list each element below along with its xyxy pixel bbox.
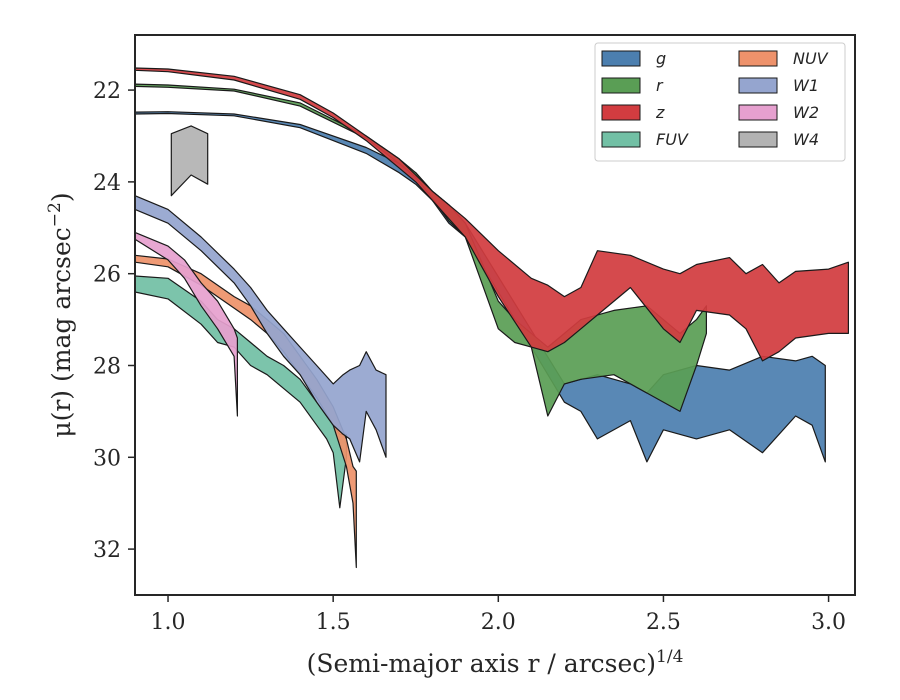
- x-tick-label: 3.0: [811, 610, 846, 635]
- band-w4: [170, 125, 209, 197]
- legend-swatch: [738, 77, 778, 94]
- legend-swatch: [601, 77, 641, 94]
- legend-label: r: [656, 76, 664, 95]
- x-tick-label: 1.5: [316, 610, 351, 635]
- legend-item-fuv: FUV: [601, 130, 689, 149]
- y-tick-label: 22: [93, 79, 121, 104]
- legend-label: FUV: [656, 130, 689, 149]
- y-axis-label-superscript: −2: [45, 202, 65, 227]
- legend-label: NUV: [793, 49, 829, 68]
- y-tick-label: 26: [93, 263, 121, 288]
- x-tick-label: 2.0: [481, 610, 516, 635]
- x-axis-label: (Semi-major axis r / arcsec)1/4: [307, 647, 684, 678]
- legend-swatch: [601, 104, 641, 121]
- legend-item-w4: W4: [738, 130, 819, 149]
- legend-swatch: [738, 50, 778, 67]
- band-areas: [134, 67, 850, 569]
- legend-label: W2: [793, 103, 819, 122]
- x-axis-ticks: 1.0 1.5 2.0 2.5 3.0: [151, 595, 846, 635]
- legend-label: W1: [793, 76, 819, 95]
- legend-item-z: z: [601, 103, 665, 122]
- y-tick-label: 32: [93, 538, 121, 563]
- x-axis-label-superscript: 1/4: [656, 647, 683, 667]
- x-tick-label: 1.0: [151, 610, 186, 635]
- legend-label: z: [655, 103, 665, 122]
- legend-item-g: g: [601, 49, 666, 68]
- x-tick-label: 2.5: [646, 610, 681, 635]
- band-w1: [134, 195, 387, 463]
- y-axis-ticks: 22 24 26 28 30 32: [93, 79, 135, 563]
- legend-item-w2: W2: [738, 103, 819, 122]
- legend-item-r: r: [601, 76, 664, 95]
- legend-swatch: [601, 131, 641, 148]
- legend-label: W4: [793, 130, 819, 149]
- plot-frame: [134, 34, 856, 596]
- legend-item-w1: W1: [738, 76, 819, 95]
- legend-swatch: [738, 131, 778, 148]
- legend: grz FUV NUV W1 W2 W4: [594, 42, 846, 162]
- y-tick-label: 24: [93, 171, 121, 196]
- y-tick-label: 30: [93, 446, 121, 471]
- y-tick-label: 28: [93, 354, 121, 379]
- band-w2: [134, 231, 238, 417]
- y-axis-label: μ(r) (mag arcsec−2): [45, 192, 76, 437]
- legend-swatch: [601, 50, 641, 67]
- legend-item-nuv: NUV: [738, 49, 829, 68]
- legend-frame: [594, 42, 846, 162]
- legend-swatch: [738, 104, 778, 121]
- band-z: [134, 67, 850, 362]
- legend-label: g: [656, 49, 666, 68]
